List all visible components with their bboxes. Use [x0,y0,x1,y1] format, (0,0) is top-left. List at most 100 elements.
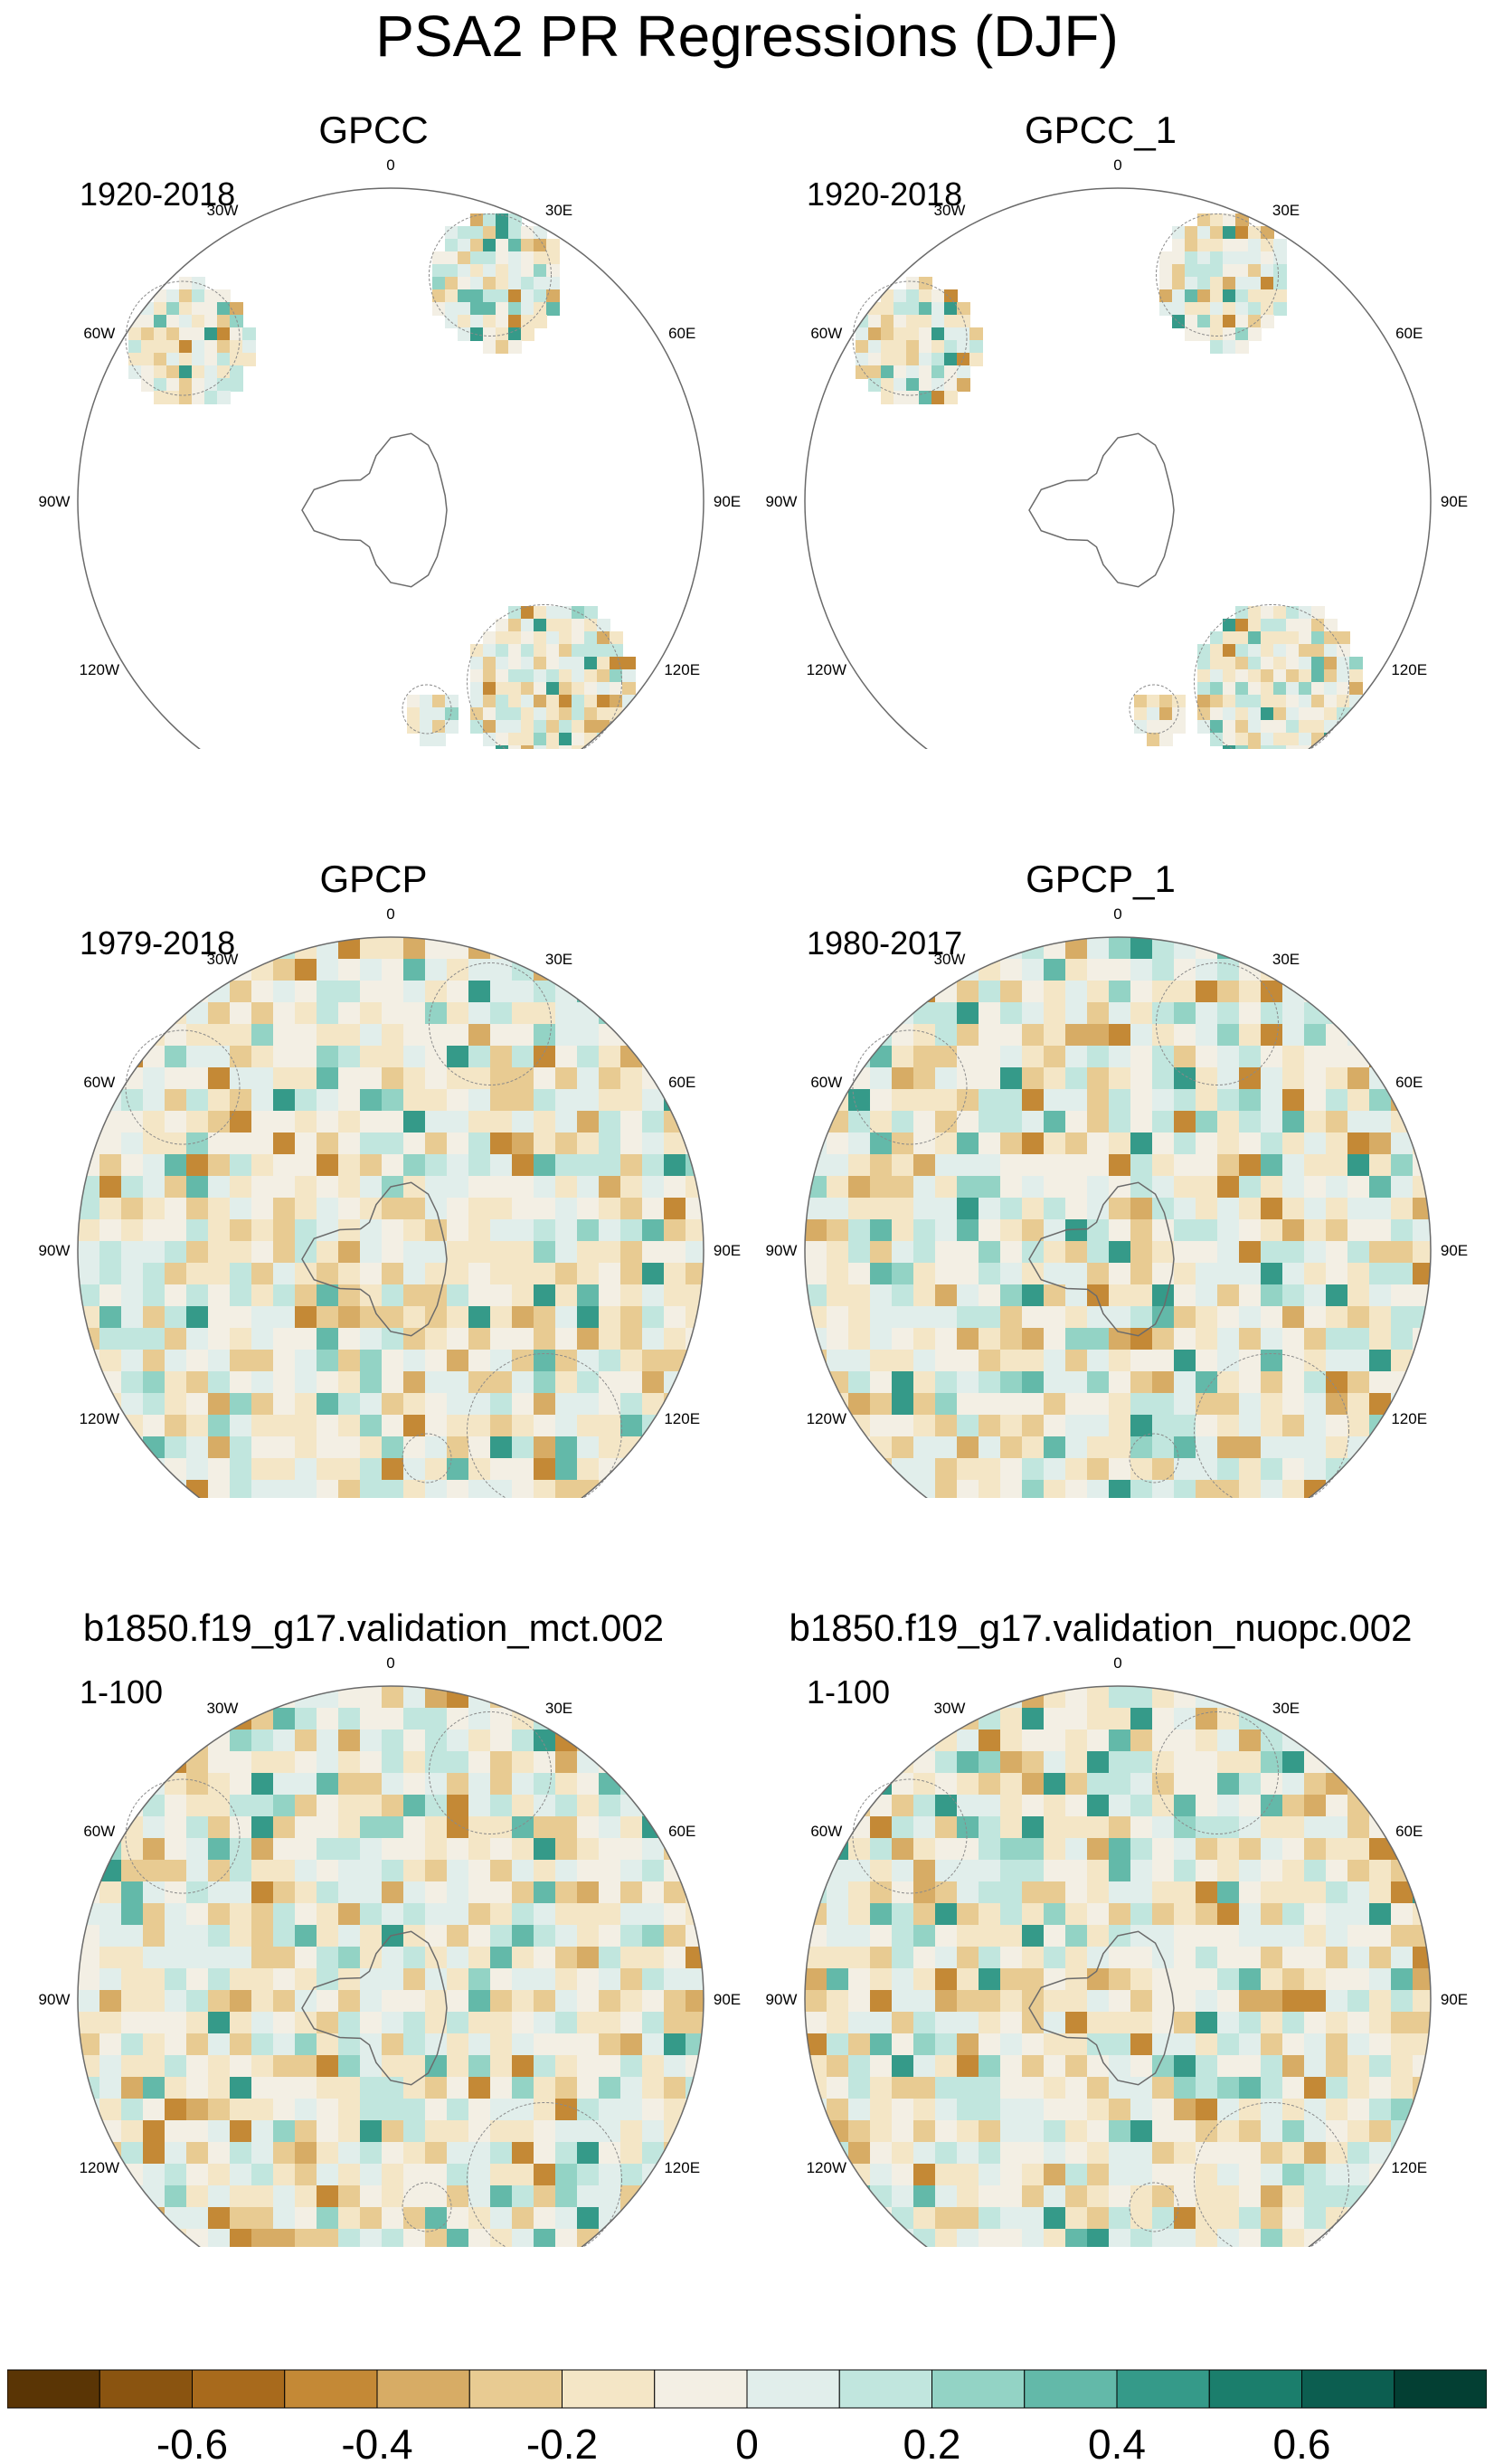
field-cell [512,1480,534,1498]
field-cell [913,1306,936,1329]
field-cell [521,251,534,265]
field-cell [1174,1795,1196,1817]
field-cell [534,2033,556,2056]
field-cell [1282,1371,1305,1394]
field-cell [1000,981,1023,1003]
field-cell [1248,657,1262,670]
field-cell [1261,1436,1283,1459]
field-cell [425,1132,448,1155]
field-cell [546,289,560,303]
field-cell [686,981,704,1003]
field-cell [913,1067,936,1090]
field-cell [1391,2229,1414,2247]
field-cell [496,682,509,696]
field-cell [848,937,871,960]
field-cell [1196,1002,1218,1025]
field-cell [1261,251,1274,265]
field-cell [382,1219,404,1242]
field-cell [165,1371,187,1394]
field-cell [546,251,560,265]
field-cell [577,2077,600,2099]
field-cell [468,1990,491,2013]
field-cell [382,1860,404,1882]
meridian-label: 120E [664,1410,700,1427]
field-cell [186,1198,209,1220]
field-cell [584,657,598,670]
field-cell [273,1241,296,1264]
field-cell [1174,937,1196,960]
field-cell [1282,1067,1305,1090]
field-cell [1065,1925,1088,1948]
field-cell [572,657,585,670]
coastline-outline [1028,1930,1175,2086]
field-cell [1304,2033,1327,2056]
field-cell [1248,669,1262,683]
field-cell [403,1881,426,1904]
field-cell [445,695,459,708]
field-cell [1261,733,1274,746]
field-cell [935,1263,958,1285]
field-cell [1044,1773,1066,1796]
field-cell [1087,1241,1110,1264]
field-cell [1217,1176,1240,1199]
field-cell [468,1730,491,1752]
field-cell [1152,1111,1175,1133]
field-cell [1347,2077,1370,2099]
field-cell [521,289,534,303]
field-cell [447,2077,469,2099]
field-cell [143,1067,165,1090]
field-cell [1324,682,1338,696]
field-cell [1239,1219,1262,1242]
field-cell [186,1686,209,1709]
field-cell [1196,2164,1218,2186]
field-cell [425,1816,448,1839]
field-cell [664,1990,686,2013]
field-cell [230,2164,252,2186]
field-cell [99,1968,122,1991]
field-cell [1065,2229,1088,2247]
field-cell [1000,2142,1023,2165]
field-cell [957,1480,979,1498]
field-cell [957,1241,979,1264]
field-cell [273,1371,296,1394]
field-cell [273,2099,296,2121]
field-cell [141,327,155,341]
field-cell [827,1154,849,1177]
field-cell [1109,1903,1131,1926]
field-cell [403,2033,426,2056]
field-cell [99,1046,122,1068]
field-cell [1130,1947,1153,1969]
field-cell [204,327,218,341]
field-cell [1261,1925,1283,1948]
field-cell [425,1480,448,1498]
polar-map: 030E60E90E120E150E180150W120W90W60W30W [39,1654,741,2247]
field-cell [508,644,522,658]
colorbar-tick-label: -0.2 [526,2421,598,2464]
field-cell [1337,631,1350,645]
field-cell [1413,2185,1431,2208]
field-cell [208,1903,231,1926]
field-cell [935,1046,958,1068]
field-cell [827,2055,849,2078]
field-cell [447,1773,469,1796]
field-cell [251,2012,274,2034]
field-cell [1273,606,1287,620]
field-cell [1235,631,1249,645]
field-cell [1369,1176,1392,1199]
field-cell [1196,2099,1218,2121]
field-cell [848,1002,871,1025]
field-cell [913,1350,936,1372]
field-cell [251,1132,274,1155]
field-cell [468,1371,491,1394]
field-cell [957,1306,979,1329]
field-cell [620,1371,643,1394]
field-cell [1286,745,1300,749]
field-cell [892,2099,914,2121]
field-cell [913,1111,936,1133]
field-cell [534,1350,556,1372]
field-cell [458,226,471,240]
field-cell [251,1708,274,1730]
field-cell [957,2099,979,2121]
field-cell [892,1751,914,1774]
field-cell [620,1816,643,1839]
